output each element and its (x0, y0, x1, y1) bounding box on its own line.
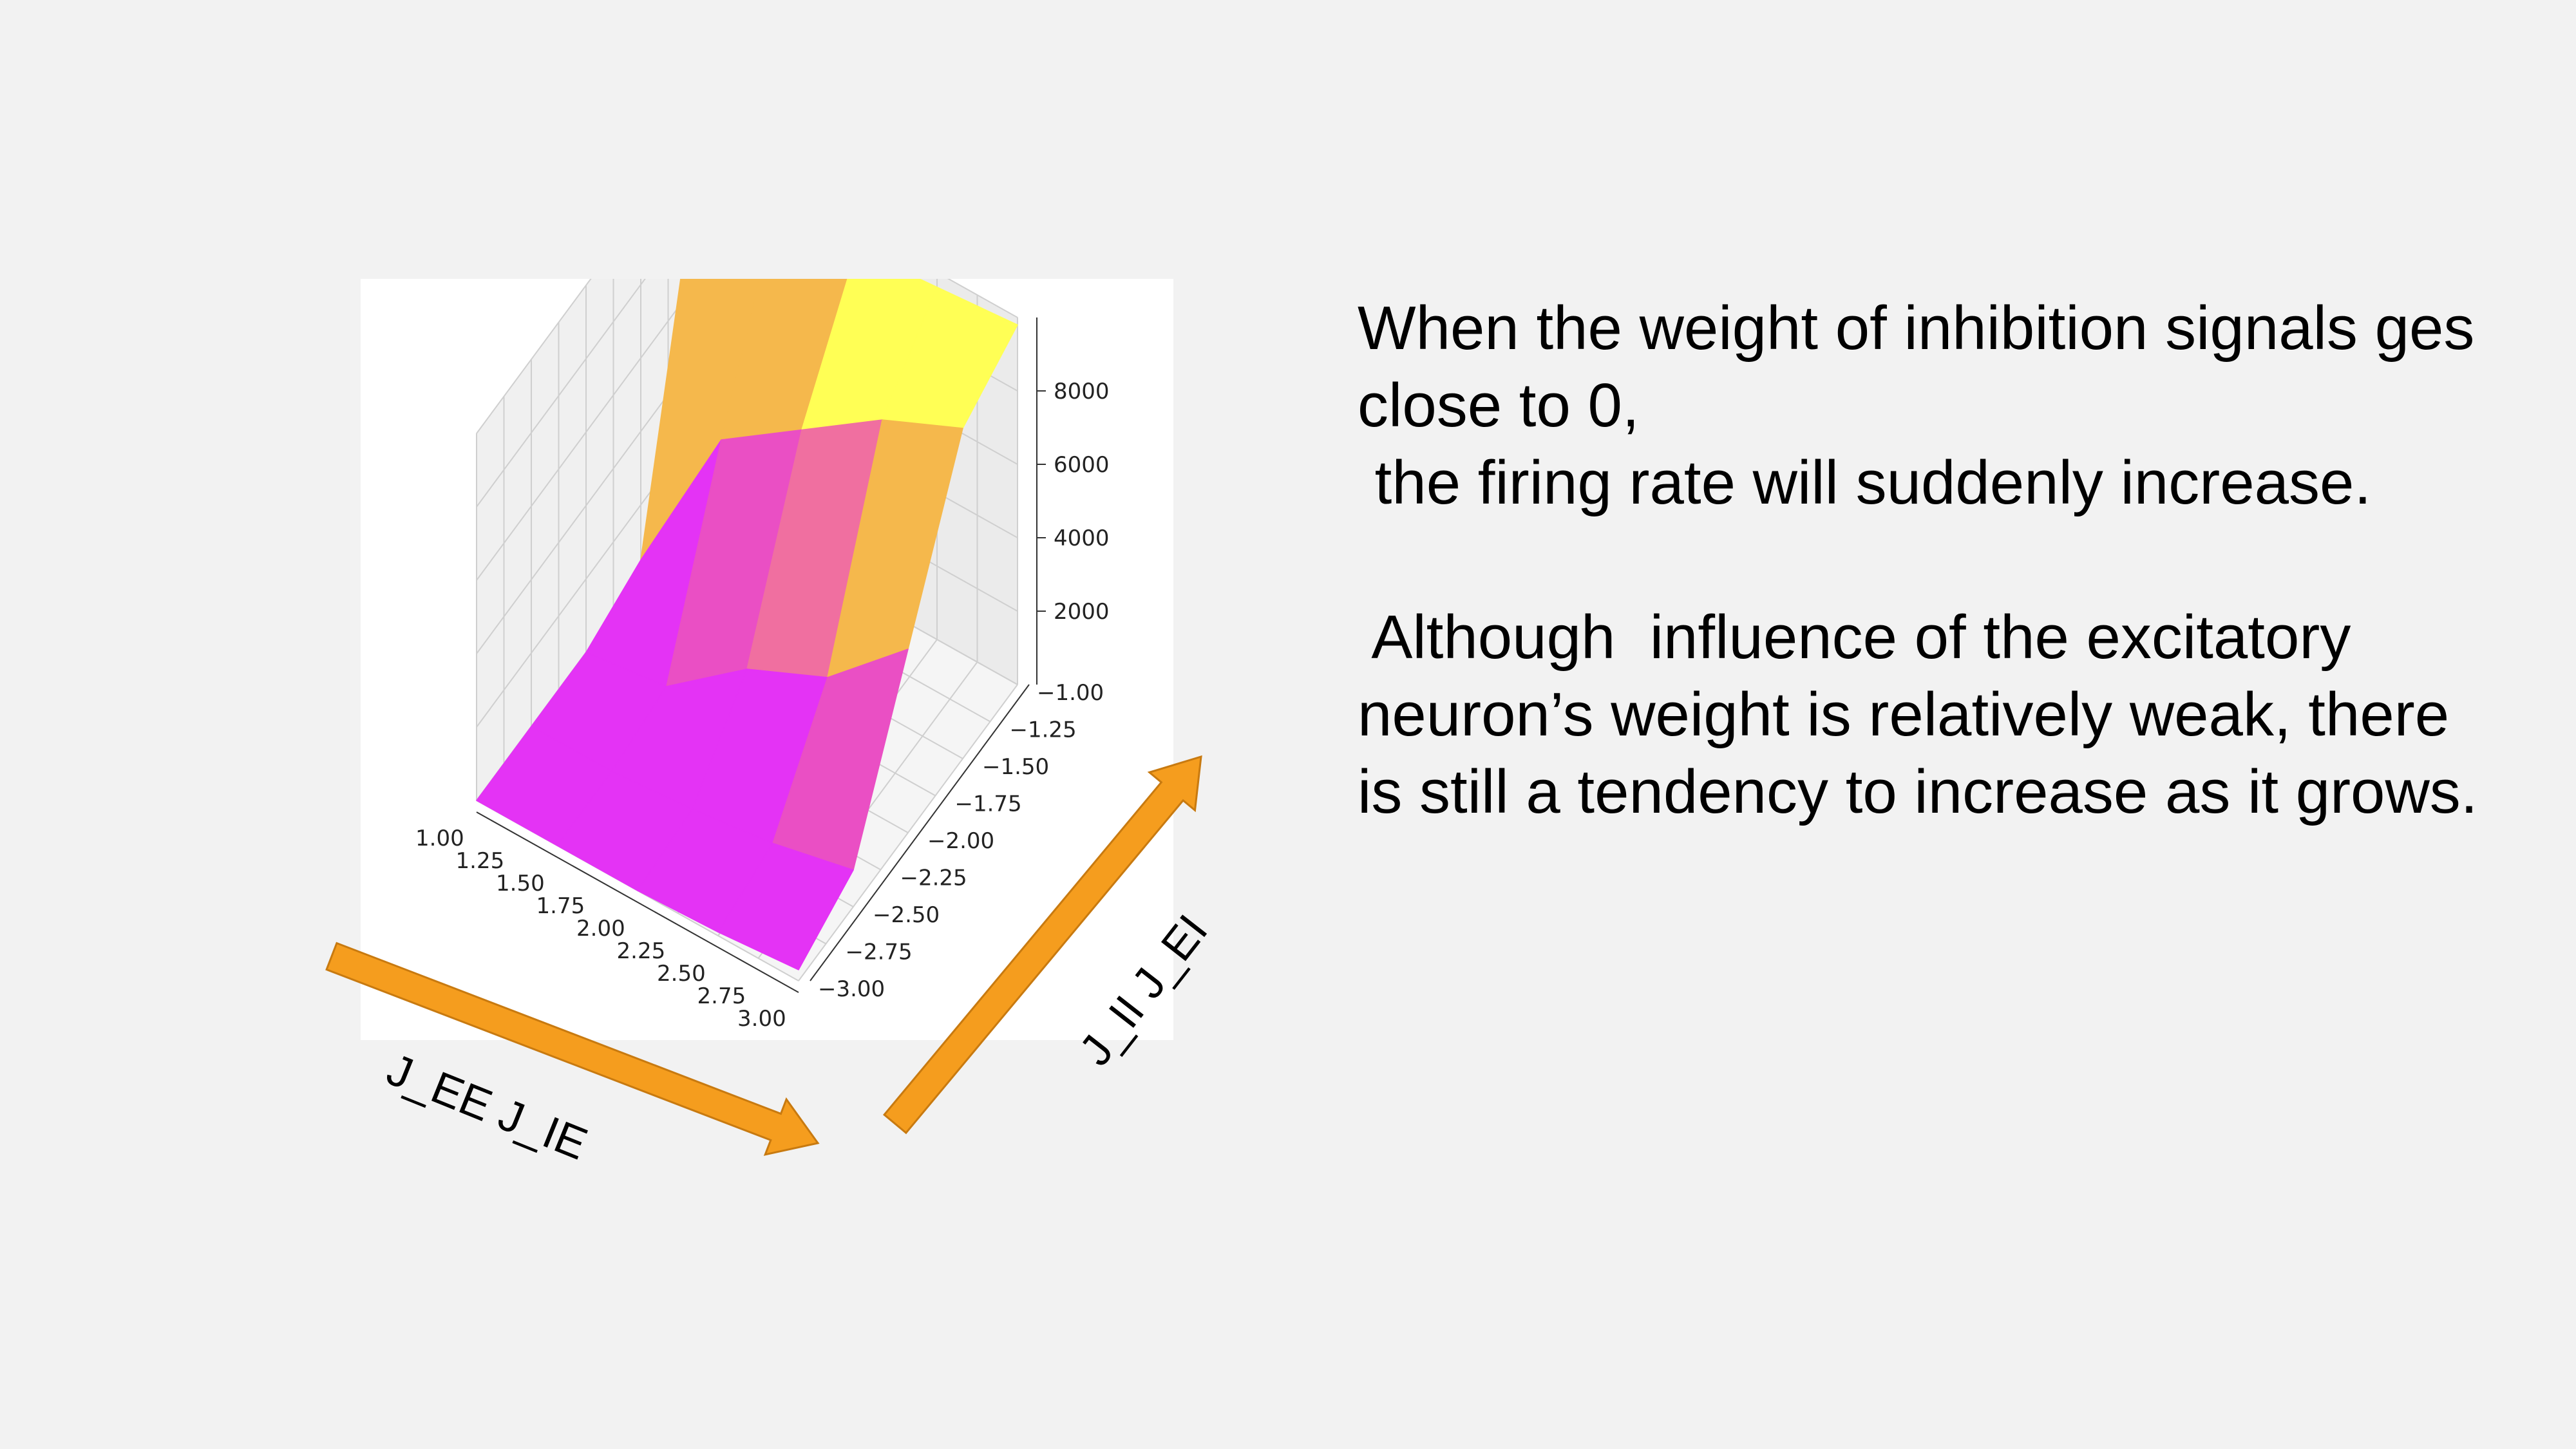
paragraph-gap (1358, 522, 2555, 599)
z-tick-label: 6000 (1054, 452, 1110, 478)
text-line-5: neuron’s weight is relatively weak, ther… (1358, 680, 2450, 749)
text-line-2: close to 0, (1358, 371, 1640, 440)
x-tick-label: 2.00 (576, 916, 625, 942)
grid-line-z-left (476, 279, 646, 507)
surface-chart: 2000 4000 6000 8000 1.00 1.25 1.50 1.75 2.00 2.25… (361, 279, 1173, 1040)
z-tick-label: 4000 (1054, 526, 1110, 551)
y-tick-label: −2.00 (927, 828, 994, 854)
grid-line-z-left (476, 283, 696, 581)
grid-line-z-left (476, 279, 592, 434)
x-tick-label: 2.75 (697, 983, 746, 1009)
y-tick-label: −1.50 (982, 754, 1049, 780)
y-tick-label: −2.25 (900, 866, 967, 891)
y-tick-label: −2.75 (846, 940, 913, 965)
grid-line-z-left (476, 357, 696, 654)
x-tick-label: 1.25 (456, 848, 505, 874)
text-line-3: the firing rate will suddenly increase. (1358, 448, 2372, 517)
x-tick-label: 1.00 (415, 826, 464, 851)
surface-chart-svg: 2000 4000 6000 8000 1.001.251.501.752.002.25… (415, 279, 1110, 1032)
text-line-4: Although influence of the excitatory (1358, 603, 2351, 672)
z-tick-label: 8000 (1054, 379, 1110, 404)
y-tick-label: −1.25 (1010, 717, 1077, 743)
text-line-6: is still a tendency to increase as it gr… (1358, 757, 2478, 826)
axis-label-j-ee-j-ie: J_EE J_IE (380, 1043, 594, 1170)
explanation-text: When the weight of inhibition signals ge… (1358, 290, 2555, 831)
x-tick-label: 3.00 (737, 1006, 786, 1032)
y-tick-label: −1.75 (955, 791, 1022, 817)
x-tick-label: 1.50 (496, 871, 545, 896)
grid-line-z-back (947, 279, 1018, 318)
y-tick-label: −1.00 (1037, 680, 1104, 706)
x-tick-label: 2.50 (657, 961, 706, 987)
x-tick-label: 1.75 (536, 893, 585, 919)
x-tick-label: 2.25 (617, 938, 666, 964)
z-tick-label: 2000 (1054, 599, 1110, 625)
y-tick-label: −2.50 (873, 902, 940, 928)
y-tick-label: −3.00 (818, 976, 885, 1002)
text-line-1: When the weight of inhibition signals ge… (1358, 294, 2475, 363)
